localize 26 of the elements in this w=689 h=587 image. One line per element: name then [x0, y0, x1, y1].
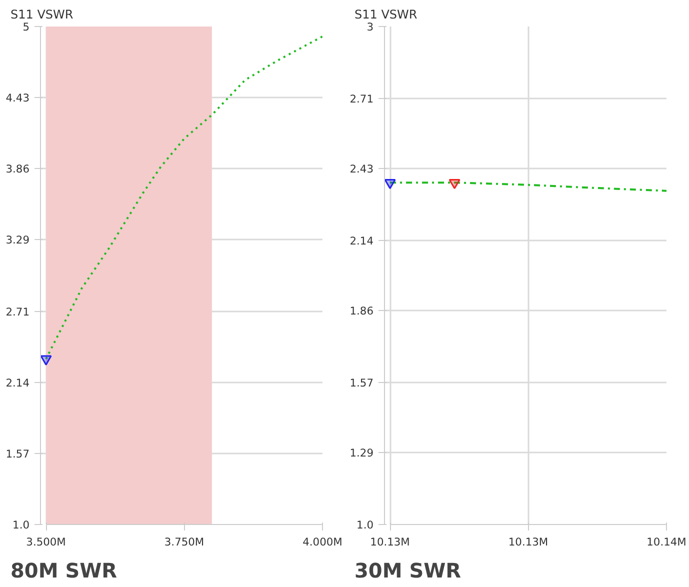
x-tick-label: 3.500M: [26, 536, 66, 548]
y-tick-label: 1.0: [12, 518, 30, 532]
y-axis-title: S11 VSWR: [354, 8, 418, 22]
x-tick-label: 10.13M: [508, 536, 548, 548]
y-tick-label: 2.14: [6, 376, 30, 390]
y-tick-label: 1.0: [356, 518, 374, 532]
y-tick-label: 1.29: [350, 446, 374, 460]
y-tick-label: 1.86: [350, 304, 374, 318]
y-tick-label: 5: [22, 20, 30, 34]
y-tick-label: 1.57: [350, 376, 374, 390]
y-tick-label: 3: [366, 20, 374, 34]
y-tick-label: 4.43: [6, 91, 30, 104]
y-tick-label: 2.71: [350, 92, 374, 106]
x-tick-label: 3.750M: [164, 536, 204, 548]
y-tick-label: 1.57: [6, 448, 30, 461]
y-tick-label: 2.14: [350, 234, 374, 248]
y-axis-title: S11 VSWR: [10, 8, 74, 22]
y-tick-label: 2.43: [350, 162, 374, 176]
x-tick-label: 10.13M: [370, 536, 410, 548]
y-tick-label: 2.71: [6, 306, 30, 319]
x-tick-label: 4.000M: [302, 536, 342, 548]
x-tick-label: 10.14M: [646, 536, 686, 548]
text: 80M SWR: [10, 558, 118, 582]
y-tick-label: 3.86: [6, 162, 30, 176]
y-tick-label: 3.29: [6, 233, 30, 246]
text: 30M SWR: [354, 558, 462, 582]
